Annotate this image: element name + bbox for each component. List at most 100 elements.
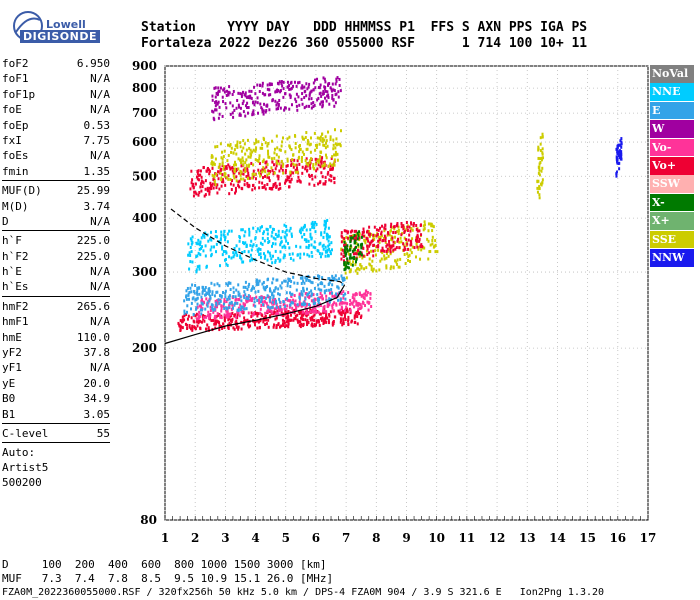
data-point: [261, 81, 264, 85]
data-point: [406, 228, 409, 232]
data-point: [247, 95, 250, 99]
data-point: [258, 252, 261, 256]
data-point: [246, 138, 249, 142]
param-row: B0 34.9: [2, 391, 110, 406]
param-value: N/A: [90, 103, 110, 117]
data-point: [377, 239, 380, 243]
data-point: [356, 309, 359, 313]
data-point: [331, 96, 334, 100]
data-point: [384, 239, 387, 243]
data-point: [274, 259, 277, 263]
data-point: [186, 327, 189, 331]
data-point: [355, 257, 358, 261]
data-point: [255, 146, 258, 150]
data-point: [343, 240, 346, 244]
data-point: [235, 301, 238, 305]
data-point: [615, 174, 618, 178]
data-point: [346, 247, 349, 251]
data-point: [321, 137, 324, 141]
data-point: [309, 90, 312, 94]
data-point: [330, 179, 333, 183]
x-tick-label: 13: [519, 531, 536, 545]
footer-muf-line: MUF 7.3 7.4 7.8 8.5 9.5 10.9 15.1 26.0 […: [2, 572, 334, 585]
data-point: [358, 236, 361, 240]
data-point: [322, 76, 325, 80]
data-point: [250, 161, 253, 165]
param-value: 6.950: [76, 57, 110, 70]
data-point: [360, 235, 363, 239]
data-point: [218, 324, 221, 328]
data-point: [387, 254, 390, 258]
data-point: [293, 281, 296, 285]
data-point: [314, 230, 317, 234]
data-point: [353, 298, 356, 302]
data-point: [181, 319, 184, 323]
data-point: [309, 316, 312, 320]
data-point: [321, 252, 324, 256]
data-point: [262, 158, 265, 162]
data-point: [353, 233, 356, 237]
data-point: [233, 314, 236, 318]
data-point: [307, 320, 310, 324]
data-point: [266, 144, 269, 148]
data-point: [337, 142, 340, 146]
data-point: [303, 252, 306, 256]
data-point: [218, 187, 221, 191]
data-point: [409, 260, 412, 264]
data-point: [318, 158, 321, 162]
data-point: [237, 180, 240, 184]
data-point: [202, 181, 205, 185]
data-point: [345, 307, 348, 311]
data-point: [212, 308, 215, 312]
data-point: [193, 326, 196, 330]
data-point: [262, 318, 265, 322]
x-tick-label: 8: [372, 531, 380, 545]
data-point: [277, 107, 280, 111]
data-point: [331, 304, 334, 308]
data-point: [321, 294, 324, 298]
data-point: [310, 157, 313, 161]
data-point: [297, 320, 300, 324]
param-label: h`E: [2, 265, 22, 279]
data-point: [264, 296, 267, 300]
data-point: [389, 225, 392, 229]
data-point: [215, 235, 218, 239]
data-point: [225, 282, 228, 286]
data-point: [366, 300, 369, 304]
data-point: [538, 187, 541, 191]
data-point: [242, 90, 245, 94]
data-point: [187, 314, 190, 318]
data-point: [230, 256, 233, 260]
data-point: [284, 150, 287, 154]
data-point: [375, 234, 378, 238]
data-point: [235, 179, 238, 183]
data-point: [283, 279, 286, 283]
data-point: [223, 90, 226, 94]
data-point: [264, 311, 267, 315]
data-point: [416, 235, 419, 239]
data-point: [347, 315, 350, 319]
data-point: [296, 159, 299, 163]
data-point: [221, 157, 224, 161]
data-point: [214, 108, 217, 112]
data-point: [298, 143, 301, 147]
data-point: [343, 268, 346, 272]
data-point: [261, 300, 264, 304]
data-point: [357, 267, 360, 271]
data-point: [305, 169, 308, 173]
data-point: [381, 224, 384, 228]
data-point: [309, 166, 312, 170]
data-point: [313, 301, 316, 305]
data-point: [259, 300, 262, 304]
data-point: [359, 243, 362, 247]
data-point: [294, 299, 297, 303]
data-point: [285, 320, 288, 324]
data-point: [237, 184, 240, 188]
data-point: [277, 233, 280, 237]
data-point: [265, 109, 268, 113]
data-point: [270, 234, 273, 238]
data-point: [431, 224, 434, 228]
data-point: [272, 299, 275, 303]
data-point: [328, 243, 331, 247]
data-point: [296, 166, 299, 170]
